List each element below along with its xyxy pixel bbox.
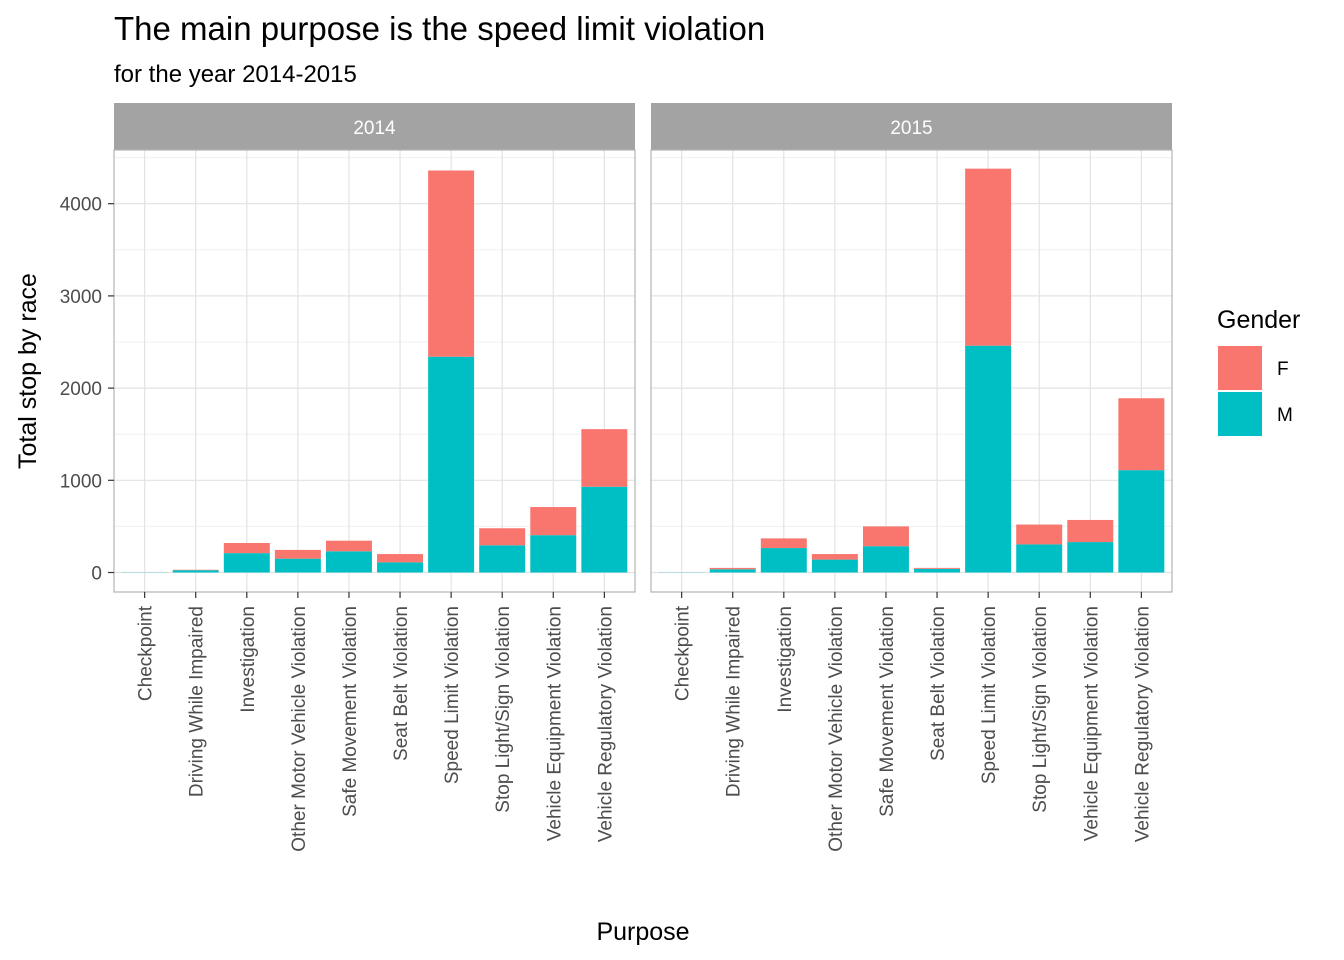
panel-border [113, 149, 636, 593]
x-tick-label: Vehicle Regulatory Violation [595, 606, 616, 842]
y-axis: 0 1000 2000 3000 4000 [60, 195, 114, 585]
bar-M-2015-4 [862, 546, 909, 573]
bar-M-2015-1 [709, 569, 756, 573]
y-tick-label: 1000 [60, 471, 102, 492]
legend-title: Gender [1217, 306, 1300, 334]
x-tick-label: Speed Limit Violation [442, 606, 463, 784]
bar-M-2015-6 [965, 345, 1012, 573]
chart-title: The main purpose is the speed limit viol… [114, 10, 765, 47]
legend-entries: FM [1218, 346, 1293, 436]
x-tick-label: Stop Light/Sign Violation [1030, 606, 1051, 813]
bar-F-2014-6 [428, 170, 475, 357]
x-tick-label: Vehicle Equipment Violation [544, 606, 565, 841]
x-tick-label: Safe Movement Violation [877, 606, 898, 817]
bar-F-2014-7 [479, 528, 526, 546]
bar-F-2015-1 [709, 567, 756, 570]
bar-F-2014-3 [274, 549, 321, 559]
x-tick-label: Speed Limit Violation [979, 606, 1000, 784]
bar-F-2015-8 [1067, 519, 1114, 543]
facet-strip [651, 103, 1172, 150]
bar-F-2015-6 [965, 168, 1012, 346]
bar-M-2015-5 [914, 568, 961, 573]
bar-F-2014-4 [325, 540, 372, 552]
x-tick-label: Driving While Impaired [724, 606, 745, 797]
bar-F-2014-2 [223, 542, 270, 554]
bar-F-2015-5 [914, 567, 961, 569]
bar-M-2014-4 [325, 551, 372, 573]
x-tick-label: Vehicle Equipment Violation [1081, 606, 1102, 841]
x-tick-label: Checkpoint [673, 605, 694, 701]
bar-M-2014-8 [530, 535, 577, 573]
bar-F-2015-3 [811, 554, 858, 560]
x-tick-label: Driving While Impaired [187, 606, 208, 797]
y-tick-label: 2000 [60, 379, 102, 400]
x-tick-label: Other Motor Vehicle Violation [289, 606, 310, 852]
facet-strip-label: 2015 [890, 118, 932, 139]
legend-key-F [1218, 346, 1262, 390]
bar-M-2015-3 [811, 559, 858, 573]
bar-M-2014-3 [274, 558, 321, 573]
x-tick-label: Stop Light/Sign Violation [493, 606, 514, 813]
y-tick-label: 3000 [60, 287, 102, 308]
bar-F-2015-7 [1016, 524, 1063, 545]
legend-label-M: M [1277, 405, 1293, 426]
x-tick-label: Safe Movement Violation [340, 606, 361, 817]
x-tick-label: Investigation [775, 606, 796, 713]
y-tick-label: 0 [91, 564, 102, 585]
x-tick-label: Investigation [238, 606, 259, 713]
facet-panels: 2014 Checkpoint Driving While Impaired Inve… [60, 103, 1173, 852]
x-tick-label: Seat Belt Violation [928, 606, 949, 761]
legend-key-M [1218, 392, 1262, 436]
y-tick-label: 4000 [60, 195, 102, 216]
panel-background [651, 150, 1172, 592]
y-axis-title: Total stop by race [14, 273, 42, 469]
facet-panel-2015: 2015 Checkpoint Driving While Impaired Inve… [650, 103, 1173, 852]
bar-M-2015-8 [1067, 542, 1114, 573]
bar-M-2015-7 [1016, 544, 1063, 573]
bar-F-2015-4 [862, 526, 909, 547]
bar-M-2014-5 [377, 562, 424, 573]
chart-subtitle: for the year 2014-2015 [114, 61, 357, 88]
facet-strip [114, 103, 635, 150]
facet-panel-2014: 2014 Checkpoint Driving While Impaired Inve… [113, 103, 636, 852]
panel-border [650, 149, 1173, 593]
bar-M-2014-1 [172, 570, 219, 573]
bar-M-2014-6 [428, 356, 475, 573]
x-axis-title: Purpose [596, 918, 689, 946]
bar-F-2014-8 [530, 507, 577, 536]
bar-M-2015-9 [1118, 470, 1165, 573]
bar-F-2015-9 [1118, 398, 1165, 471]
bar-F-2014-9 [581, 429, 628, 487]
x-tick-label: Checkpoint [136, 605, 157, 701]
legend-label-F: F [1277, 359, 1289, 380]
bar-F-2015-2 [760, 538, 807, 549]
bar-M-2015-2 [760, 548, 807, 573]
bar-M-2014-2 [223, 553, 270, 573]
bar-F-2014-5 [377, 554, 424, 563]
facet-strip-label: 2014 [353, 118, 396, 139]
legend: Gender FM [1217, 306, 1300, 436]
x-tick-label: Seat Belt Violation [391, 606, 412, 761]
x-tick-label: Vehicle Regulatory Violation [1132, 606, 1153, 842]
bar-M-2014-9 [581, 486, 628, 573]
x-tick-label: Other Motor Vehicle Violation [826, 606, 847, 852]
bar-M-2014-7 [479, 545, 526, 573]
